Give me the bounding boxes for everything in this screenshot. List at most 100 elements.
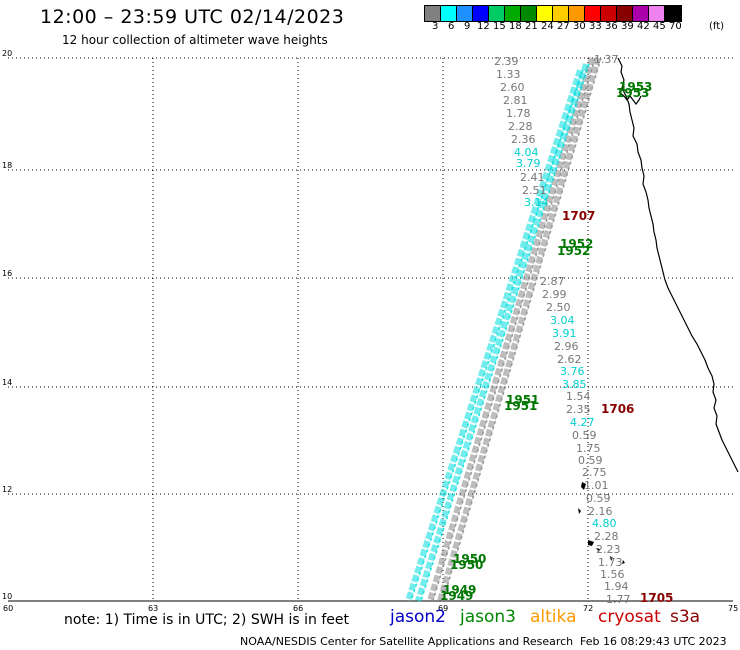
pass-time-label: 1953 [619, 80, 652, 94]
island-path [588, 540, 594, 546]
swh-value: 4.80 [592, 517, 617, 530]
swh-value: 2.41 [520, 171, 545, 184]
swh-value: 1.37 [594, 53, 619, 66]
lon-label: 60 [3, 604, 13, 613]
island-path [610, 556, 613, 561]
satellite-tracks [405, 57, 602, 602]
swh-value: 3.14 [524, 196, 549, 209]
map-title: 12:00 – 23:59 UTC 02/14/2023 [40, 6, 345, 28]
swh-value: 2.28 [594, 530, 619, 543]
legend-label: 36 [605, 21, 618, 32]
pass-time-label: 1952 [560, 237, 593, 251]
legend-swatch [473, 6, 489, 21]
pass-time-label: 1949 [443, 583, 476, 597]
lat-label: 12 [2, 485, 12, 494]
legend-label: 15 [493, 21, 506, 32]
lat-label: 14 [2, 378, 12, 387]
lat-lon-grid [8, 57, 733, 602]
swh-value: 0.59 [586, 492, 611, 505]
swh-value: 3.79 [516, 157, 541, 170]
legend-swatch [617, 6, 633, 21]
swh-value: 2.35 [566, 403, 591, 416]
lon-label: 66 [293, 604, 303, 613]
swh-value: 2.60 [500, 81, 525, 94]
swh-value: 1.33 [496, 68, 521, 81]
legend-label: 33 [589, 21, 602, 32]
swh-value: 1.78 [506, 107, 531, 120]
island-path [596, 548, 600, 552]
legend-unit: (ft) [709, 21, 725, 32]
footer-timestamp: Feb 16 08:29:43 UTC 2023 [580, 635, 727, 648]
swh-value: 4.27 [570, 416, 595, 429]
legend-swatch [489, 6, 505, 21]
legend-label: 3 [432, 21, 439, 32]
swh-value: 2.99 [542, 288, 567, 301]
swh-value: 1.75 [576, 442, 601, 455]
legend-labels: 3 6 9 12 15 18 21 24 27 30 33 36 39 42 45 70 (ft) [424, 21, 740, 35]
legend-swatch [665, 6, 681, 21]
satellite-legend-jason2: jason2 [390, 607, 446, 627]
swh-value: 1.01 [584, 479, 609, 492]
lon-label: 63 [148, 604, 158, 613]
legend-label: 30 [573, 21, 586, 32]
lon-label: 72 [583, 604, 593, 613]
pass-time-label: 1705 [640, 591, 673, 605]
pass-time-label: 1950 [453, 552, 486, 566]
swh-value: 2.96 [554, 340, 579, 353]
map-subtitle: 12 hour collection of altimeter wave hei… [62, 33, 328, 47]
swh-value: 3.91 [552, 327, 577, 340]
axis-labels: 20 18 16 14 12 10 60 63 66 69 72 75 [2, 49, 738, 613]
satellite-legend-s3a: s3a [670, 607, 701, 627]
satellite-legend-jason3: jason3 [460, 607, 516, 627]
island-path [618, 91, 642, 105]
ground-track [420, 63, 590, 602]
ground-track [432, 57, 596, 602]
swh-value: 3.76 [560, 365, 585, 378]
legend-swatch [553, 6, 569, 21]
satellite-legend-cryosat: cryosat [598, 607, 661, 627]
wave-height-color-legend [424, 5, 682, 22]
swh-value: 3.04 [550, 314, 575, 327]
legend-label: 24 [541, 21, 554, 32]
swh-value: 1.54 [566, 390, 591, 403]
legend-swatch [505, 6, 521, 21]
swh-value: 2.75 [582, 466, 607, 479]
coastline-path [617, 57, 739, 473]
legend-label: 39 [621, 21, 634, 32]
legend-label: 9 [464, 21, 471, 32]
swh-value: 2.39 [494, 55, 519, 68]
legend-swatch [457, 6, 473, 21]
footer-note: note: 1) Time is in UTC; 2) SWH is in fe… [64, 612, 350, 628]
pass-time-label: 1952 [557, 244, 590, 258]
swh-value: 2.87 [540, 275, 565, 288]
pass-time-label: 1951 [504, 399, 537, 413]
ground-track [405, 69, 583, 602]
swh-value: 0.59 [578, 454, 603, 467]
pass-time-label: 1949 [440, 589, 473, 603]
legend-swatch [425, 6, 441, 21]
legend-label: 12 [477, 21, 490, 32]
lon-label: 69 [438, 604, 448, 613]
pass-time-label: 1706 [601, 402, 634, 416]
island-path [581, 482, 586, 490]
legend-label: 21 [525, 21, 538, 32]
legend-label: 27 [557, 21, 570, 32]
swh-value: 1.77 [606, 593, 631, 606]
swh-value: 2.23 [596, 543, 621, 556]
lat-label: 18 [2, 161, 12, 170]
legend-label: 45 [653, 21, 666, 32]
swh-value: 1.73 [598, 556, 623, 569]
lat-label: 16 [2, 269, 12, 278]
ground-track [427, 57, 595, 602]
legend-swatch [585, 6, 601, 21]
pass-time-label: 1707 [562, 209, 595, 223]
swh-value-labels: 2.391.332.602.811.782.282.364.043.792.41… [494, 53, 631, 606]
swh-value: 1.56 [600, 568, 625, 581]
satellite-legend-altika: altika [530, 607, 577, 627]
footer-credit: NOAA/NESDIS Center for Satellite Applica… [240, 635, 574, 648]
swh-value: 2.50 [546, 301, 571, 314]
legend-label: 42 [637, 21, 650, 32]
ground-track [415, 63, 589, 602]
